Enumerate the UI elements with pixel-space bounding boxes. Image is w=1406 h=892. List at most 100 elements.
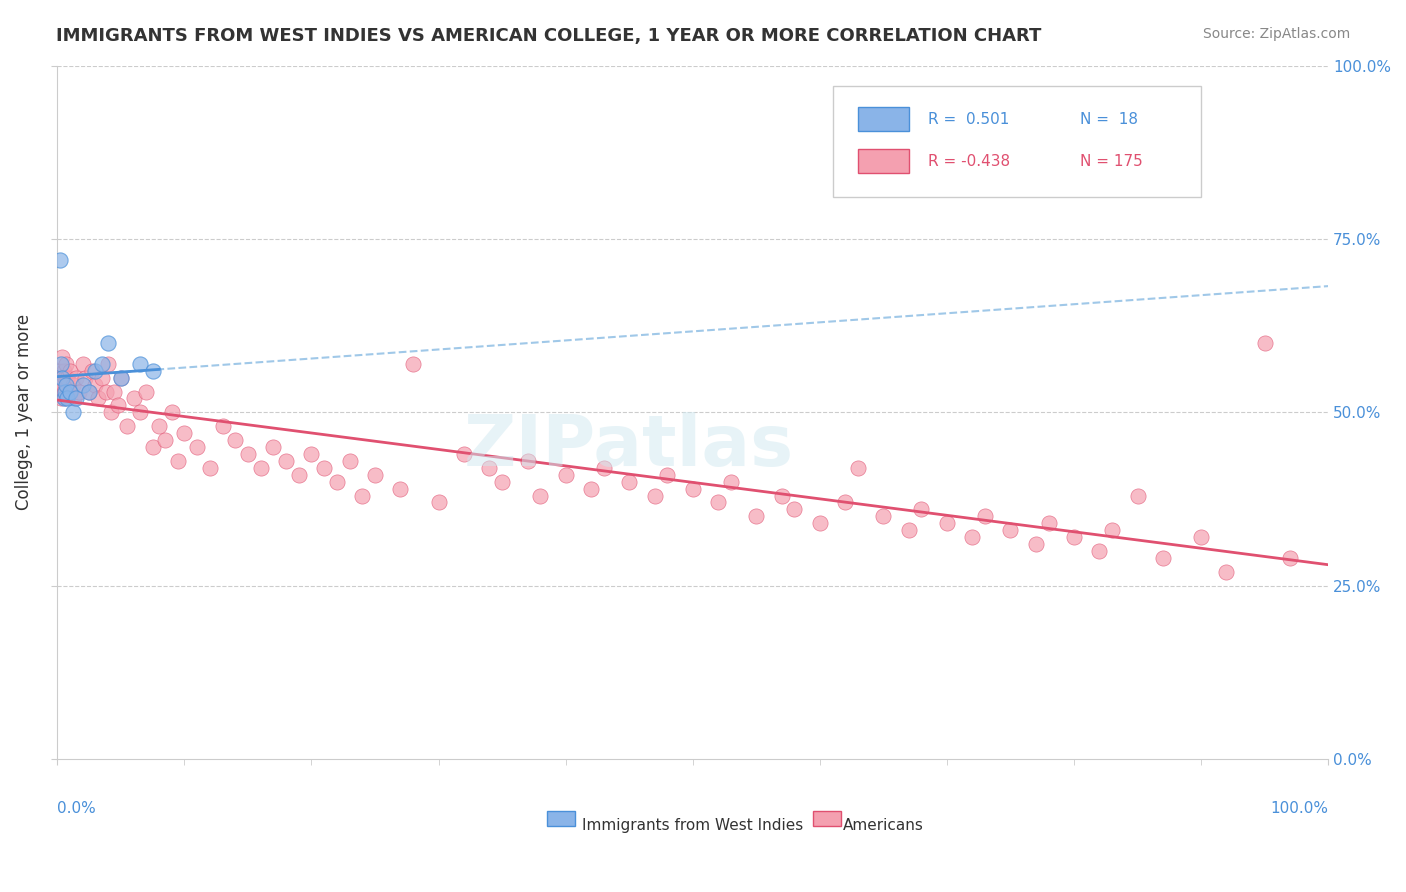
Point <box>389 482 412 496</box>
Point <box>51 370 73 384</box>
Point <box>274 454 297 468</box>
Point <box>352 489 374 503</box>
Point <box>326 475 349 489</box>
Point <box>682 482 704 496</box>
Point <box>657 467 679 482</box>
Point <box>62 377 84 392</box>
Point <box>198 460 221 475</box>
Point <box>90 370 112 384</box>
Point <box>65 370 87 384</box>
Point <box>211 419 233 434</box>
Point <box>53 392 76 406</box>
Text: 100.0%: 100.0% <box>1270 801 1329 815</box>
Point <box>77 384 100 399</box>
Point <box>49 370 72 384</box>
Text: ZIPatlas: ZIPatlas <box>464 412 794 482</box>
Point <box>67 384 90 399</box>
Point <box>129 405 152 419</box>
Point <box>103 384 125 399</box>
Point <box>846 460 869 475</box>
Point <box>1215 565 1237 579</box>
Point <box>49 357 72 371</box>
Point <box>84 364 107 378</box>
Point <box>53 370 76 384</box>
Point <box>339 454 361 468</box>
Text: R = -0.438: R = -0.438 <box>928 153 1010 169</box>
Point <box>63 392 86 406</box>
Point <box>808 516 831 531</box>
Point <box>644 489 666 503</box>
Point <box>142 364 165 378</box>
Point <box>579 482 602 496</box>
Point <box>48 384 70 399</box>
Point <box>897 523 920 537</box>
Point <box>115 419 138 434</box>
Point <box>872 509 894 524</box>
Point <box>453 447 475 461</box>
Point <box>249 460 271 475</box>
Point <box>58 384 80 399</box>
Point <box>783 502 806 516</box>
Point <box>834 495 856 509</box>
Point <box>160 405 183 419</box>
Text: IMMIGRANTS FROM WEST INDIES VS AMERICAN COLLEGE, 1 YEAR OR MORE CORRELATION CHAR: IMMIGRANTS FROM WEST INDIES VS AMERICAN … <box>56 27 1042 45</box>
Point <box>53 384 76 399</box>
Point <box>707 495 730 509</box>
Point <box>962 530 984 544</box>
Point <box>72 377 94 392</box>
Point <box>1279 550 1302 565</box>
Point <box>100 405 122 419</box>
Point <box>55 377 77 392</box>
Point <box>1126 489 1149 503</box>
Text: N = 175: N = 175 <box>1080 153 1143 169</box>
Point <box>236 447 259 461</box>
Point <box>110 370 132 384</box>
Point <box>478 460 501 475</box>
Point <box>910 502 932 516</box>
Point <box>90 357 112 371</box>
Point <box>1000 523 1022 537</box>
Point <box>935 516 957 531</box>
Point <box>186 440 208 454</box>
Point <box>287 467 309 482</box>
Point <box>167 454 190 468</box>
FancyBboxPatch shape <box>547 811 575 826</box>
Point <box>427 495 450 509</box>
Point <box>51 350 73 364</box>
Point <box>110 370 132 384</box>
Point <box>65 392 87 406</box>
Point <box>1063 530 1085 544</box>
Point <box>49 392 72 406</box>
Point <box>1088 544 1111 558</box>
Point <box>129 357 152 371</box>
Point <box>122 392 145 406</box>
Point <box>97 357 120 371</box>
Point <box>974 509 997 524</box>
Point <box>224 433 246 447</box>
Point <box>72 357 94 371</box>
Point <box>1253 335 1275 350</box>
Point <box>262 440 284 454</box>
Point <box>142 440 165 454</box>
Y-axis label: College, 1 year or more: College, 1 year or more <box>15 314 32 510</box>
Point <box>720 475 742 489</box>
Point <box>62 405 84 419</box>
Point <box>51 377 73 392</box>
Point <box>592 460 614 475</box>
Point <box>94 384 117 399</box>
Point <box>80 364 103 378</box>
Text: Americans: Americans <box>844 818 924 833</box>
Point <box>1038 516 1060 531</box>
Point <box>516 454 538 468</box>
Point <box>56 370 79 384</box>
Point <box>1152 550 1174 565</box>
Point <box>52 392 75 406</box>
Text: R =  0.501: R = 0.501 <box>928 112 1010 128</box>
Point <box>402 357 425 371</box>
Point <box>529 489 551 503</box>
FancyBboxPatch shape <box>858 107 908 131</box>
Point <box>148 419 170 434</box>
Point <box>56 392 79 406</box>
Point <box>87 392 110 406</box>
FancyBboxPatch shape <box>832 87 1201 197</box>
